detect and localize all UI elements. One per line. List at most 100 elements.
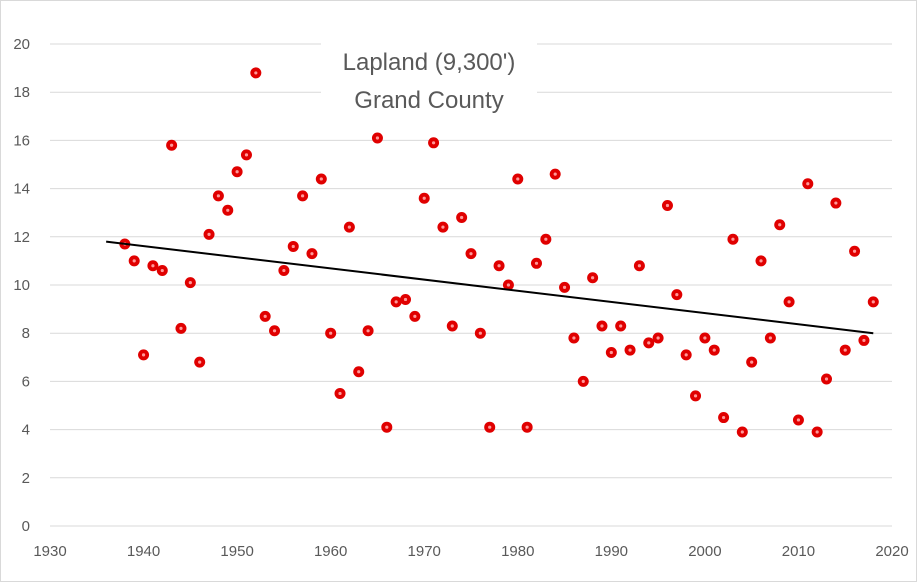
data-point-center-1982 (534, 261, 539, 265)
data-point-center-1942 (160, 268, 164, 273)
x-tick-label-1980: 1980 (501, 543, 534, 560)
data-point-center-1939 (132, 259, 136, 263)
data-point-center-1977 (488, 425, 492, 429)
trendline-layer (106, 240, 874, 335)
data-point-center-1969 (413, 314, 417, 318)
data-point-center-2013 (824, 377, 829, 381)
data-point-center-1985 (562, 285, 567, 290)
data-point-center-2012 (815, 430, 819, 434)
data-point-center-2018 (871, 300, 875, 304)
data-point-center-1961 (338, 391, 342, 396)
data-point-center-1943 (170, 143, 174, 147)
x-tick-label-1940: 1940 (127, 543, 160, 560)
x-tick-label-1990: 1990 (595, 543, 628, 560)
data-point-center-1972 (441, 225, 445, 229)
y-tick-label-10: 10 (13, 277, 30, 294)
data-point-center-2014 (834, 201, 838, 205)
data-point-center-1945 (188, 280, 192, 285)
y-tick-label-0: 0 (22, 518, 30, 535)
data-point-center-1954 (272, 329, 277, 333)
data-point-center-1962 (347, 225, 351, 229)
chart-title-line-1: Lapland (9,300') (343, 49, 516, 76)
data-point-center-2016 (852, 249, 857, 253)
data-point-center-1984 (553, 172, 557, 176)
data-point-center-1996 (665, 203, 670, 208)
data-point-center-1979 (506, 283, 511, 287)
data-point-center-2009 (787, 300, 791, 304)
data-point-center-2007 (768, 336, 772, 340)
y-tick-label-18: 18 (13, 84, 30, 101)
data-point-center-1971 (431, 141, 436, 145)
data-point-center-1967 (394, 300, 398, 304)
data-point-center-1951 (244, 153, 249, 157)
trendline (106, 240, 874, 335)
data-point-center-2010 (796, 418, 801, 422)
data-point-center-1999 (693, 394, 698, 398)
data-point-center-1940 (141, 353, 146, 357)
y-axis-ticks: 0 2 4 6 8 10 12 14 16 18 20 (13, 36, 30, 535)
data-point-center-1949 (226, 208, 230, 212)
y-tick-label-20: 20 (13, 36, 30, 53)
data-point-center-1944 (179, 326, 183, 330)
y-tick-label-6: 6 (22, 373, 30, 390)
data-point-center-2005 (750, 360, 754, 364)
y-tick-label-2: 2 (22, 470, 30, 487)
data-point-center-1992 (628, 348, 632, 352)
data-point-center-1974 (460, 215, 464, 220)
data-point-center-1956 (291, 244, 295, 249)
y-tick-label-8: 8 (22, 325, 30, 342)
data-point-center-1950 (235, 170, 239, 174)
chart-title-background (321, 43, 537, 119)
x-tick-label-2020: 2020 (875, 543, 908, 560)
data-point-center-1973 (450, 324, 454, 328)
data-point-center-1947 (207, 232, 211, 236)
data-point-center-1983 (544, 237, 548, 241)
data-point-center-1988 (591, 276, 595, 280)
y-tick-label-12: 12 (13, 229, 30, 246)
data-point-center-2015 (843, 348, 847, 352)
chart-title-line-2: Grand County (354, 87, 503, 114)
data-point-center-1948 (216, 194, 220, 198)
y-tick-label-14: 14 (13, 181, 30, 198)
x-tick-label-1960: 1960 (314, 543, 347, 560)
data-point-center-1960 (329, 331, 333, 335)
data-points (119, 67, 879, 438)
data-point-center-1958 (310, 252, 314, 256)
data-point-center-1993 (637, 264, 642, 268)
data-point-center-1965 (375, 136, 380, 140)
data-point-center-1970 (422, 196, 426, 200)
data-point-center-1995 (656, 336, 660, 340)
data-point-center-1986 (572, 336, 576, 340)
data-point-center-1998 (684, 353, 688, 357)
data-point-center-2017 (862, 338, 866, 343)
data-point-center-2003 (731, 237, 735, 241)
data-point-center-2000 (703, 336, 707, 340)
data-point-center-1997 (675, 293, 679, 297)
data-point-center-1946 (198, 360, 202, 364)
data-point-center-1966 (385, 425, 389, 429)
data-point-center-1994 (647, 341, 651, 345)
data-point-center-1991 (619, 324, 623, 328)
data-point-center-1989 (600, 324, 604, 328)
data-point-center-1980 (516, 177, 520, 181)
x-tick-label-1970: 1970 (408, 543, 441, 560)
data-point-center-1952 (254, 71, 258, 75)
data-point-center-1941 (151, 264, 155, 268)
data-point-center-1959 (319, 177, 323, 181)
data-point-center-1975 (469, 252, 473, 256)
chart-title: Lapland (9,300') Grand County (321, 43, 537, 119)
data-point-center-1953 (263, 314, 267, 318)
data-point-center-1978 (497, 264, 501, 268)
data-point-center-1990 (609, 350, 613, 355)
data-point-center-1955 (282, 268, 286, 273)
data-point-center-1963 (357, 370, 361, 374)
data-point-center-1981 (525, 425, 529, 429)
data-point-center-2006 (759, 259, 763, 263)
x-tick-label-1930: 1930 (33, 543, 66, 560)
data-point-center-2002 (722, 415, 726, 420)
x-tick-label-1950: 1950 (220, 543, 253, 560)
y-tick-label-4: 4 (22, 422, 30, 439)
data-point-center-2008 (778, 223, 782, 227)
